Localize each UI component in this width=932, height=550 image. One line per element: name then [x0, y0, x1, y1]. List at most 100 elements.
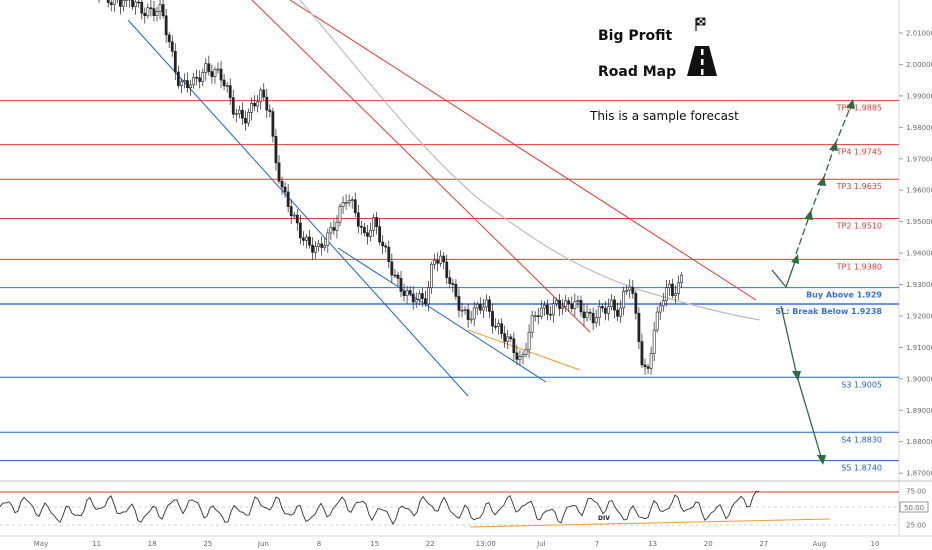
time-tick-label: 7: [595, 540, 599, 548]
price-axis-panel: [899, 0, 932, 550]
candle-body: [347, 200, 351, 203]
candle-body: [649, 353, 653, 369]
candle-body: [652, 329, 656, 354]
candle-body: [268, 109, 272, 112]
candle-body: [527, 331, 531, 351]
candle-body: [122, 0, 125, 7]
candle-body: [414, 299, 418, 303]
time-tick-label: 25: [203, 540, 212, 548]
candlesticks: [98, 0, 684, 375]
candle-body: [539, 307, 543, 317]
candle-body: [189, 84, 192, 88]
candle-body: [155, 11, 159, 17]
candle-body: [475, 304, 479, 309]
price-axis-ticks: 2.01000 2.00000 1.99000 1.98000 1.97000 1.960…: [899, 30, 932, 478]
candle-body: [585, 311, 589, 319]
moving-average-slow: [299, 0, 761, 321]
candle-body: [664, 287, 668, 301]
candle-body: [295, 214, 299, 224]
candle-body: [335, 221, 339, 231]
candle-body: [308, 236, 311, 246]
candle-body: [616, 309, 619, 317]
candle-body: [207, 63, 211, 72]
price-tick-label: 2.00000: [906, 61, 932, 69]
price-tick-label: 1.93000: [906, 281, 932, 289]
candle-body: [149, 7, 153, 10]
candle-body: [359, 225, 363, 228]
level-label-tp5: TP5 1.9885: [836, 104, 882, 113]
candle-body: [637, 312, 641, 342]
candle-body: [341, 202, 345, 207]
candle-body: [533, 315, 537, 317]
candle-body: [671, 283, 674, 296]
support-trendline-orange: [467, 329, 581, 371]
time-tick-label: 8: [317, 540, 321, 548]
candle-body: [576, 300, 580, 302]
candle-body: [164, 15, 168, 36]
rsi-line: [0, 491, 760, 525]
candle-body: [265, 96, 269, 111]
candle-body: [350, 199, 354, 202]
candle-body: [305, 236, 308, 241]
candle-body: [451, 283, 455, 285]
candle-body: [497, 323, 501, 327]
candle-body: [420, 293, 424, 299]
candle-body: [366, 232, 369, 237]
price-tick-label: 1.89000: [906, 407, 932, 415]
candle-body: [283, 186, 287, 193]
candle-body: [491, 311, 494, 327]
candle-body: [674, 293, 677, 296]
price-tick-label: 1.92000: [906, 312, 932, 320]
level-label-entry: Buy Above 1.929: [806, 291, 882, 300]
forecast-arrow-up-5: [834, 102, 853, 146]
candle-body: [210, 71, 214, 77]
candle-body: [137, 1, 141, 4]
forecast-arrow-up-2: [795, 213, 811, 255]
candle-body: [469, 318, 473, 321]
candle-body: [326, 232, 330, 246]
candle-body: [640, 341, 644, 366]
candle-body: [301, 237, 305, 241]
candle-body: [542, 304, 546, 309]
candle-body: [411, 293, 415, 303]
candle-body: [454, 283, 458, 297]
candle-body: [405, 290, 409, 296]
candle-body: [631, 286, 635, 294]
price-tick-label: 1.87000: [906, 470, 932, 478]
candle-body: [573, 301, 577, 309]
candle-body: [131, 0, 135, 8]
candle-body: [402, 291, 406, 296]
arrowhead-up-1: [791, 254, 799, 264]
candle-body: [579, 300, 583, 313]
price-tick-label: 1.94000: [906, 250, 932, 258]
forecast-arrows: [771, 99, 855, 465]
candle-body: [387, 246, 391, 263]
resistance-trendline-red-1: [251, 0, 591, 333]
candle-body: [433, 260, 436, 265]
candle-body: [183, 80, 186, 82]
time-tick-label: 15: [370, 540, 379, 548]
forecast-note: This is a sample forecast: [589, 109, 739, 123]
candle-body: [378, 226, 382, 243]
price-tick-label: 1.96000: [906, 187, 932, 195]
candle-body: [231, 97, 235, 115]
forecast-arrow-up-4: [822, 144, 836, 181]
rsi-tick-label: 75.00: [906, 487, 926, 495]
candle-body: [567, 300, 571, 305]
trendlines: [127, 0, 761, 397]
candle-body: [369, 229, 372, 237]
candle-body: [372, 217, 375, 231]
candle-body: [289, 206, 293, 217]
rsi-value-badge: [899, 501, 929, 513]
price-tick-label: 2.01000: [906, 30, 932, 38]
time-tick-label: Jul: [536, 540, 546, 548]
candle-body: [277, 162, 281, 182]
forecast-arrow-up-1: [771, 258, 797, 289]
candle-body: [152, 8, 156, 17]
candle-body: [292, 214, 296, 217]
channel-line-blue-2: [337, 247, 547, 383]
candle-body: [594, 317, 598, 324]
level-lines: TP5 1.9885 TP4 1.9745 TP3 1.9635 TP2 1.9510…: [0, 100, 899, 473]
candle-body: [552, 303, 555, 316]
